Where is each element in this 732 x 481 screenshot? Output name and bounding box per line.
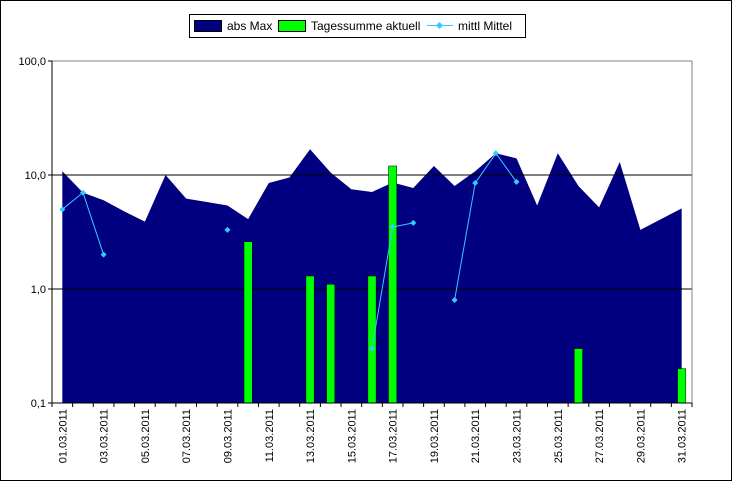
x-tick-label: 03.03.2011 xyxy=(99,409,111,463)
bar-tagessumme xyxy=(677,368,687,404)
point-mittl-mittel xyxy=(100,251,107,258)
x-tick-label: 07.03.2011 xyxy=(181,409,193,463)
point-mittl-mittel xyxy=(410,219,417,226)
bar-tagessumme xyxy=(243,241,253,404)
legend-label-tagessumme: Tagessumme aktuell xyxy=(311,19,421,33)
point-mittl-mittel xyxy=(369,345,375,352)
bar-tagessumme xyxy=(388,165,398,404)
y-tick-label: 10,0 xyxy=(25,170,46,182)
x-tick-label: 27.03.2011 xyxy=(594,409,606,463)
x-tick-label: 29.03.2011 xyxy=(635,409,647,463)
y-tick-label: 100,0 xyxy=(18,56,46,68)
point-mittl-mittel xyxy=(492,150,499,157)
point-mittl-mittel xyxy=(513,178,520,185)
x-tick-label: 25.03.2011 xyxy=(553,409,565,463)
line-segment-mittl-mittel xyxy=(495,153,517,183)
legend-item-tagessumme: Tagessumme aktuell xyxy=(278,18,420,34)
x-tick-label: 21.03.2011 xyxy=(470,409,482,463)
legend-swatch-tagessumme xyxy=(278,20,306,32)
bar-tagessumme xyxy=(574,348,583,404)
point-mittl-mittel xyxy=(224,226,231,233)
legend-label-abs-max: abs Max xyxy=(227,19,273,33)
y-tick-label: 0,1 xyxy=(31,398,46,410)
x-tick-label: 19.03.2011 xyxy=(429,409,441,463)
legend-item-mittl-mittel: mittl Mittel xyxy=(427,18,512,34)
x-tick-label: 23.03.2011 xyxy=(512,409,524,463)
x-tick-label: 09.03.2011 xyxy=(222,409,234,463)
legend: abs Max Tagessumme aktuell mittl Mittel xyxy=(189,14,526,38)
line-segment-mittl-mittel xyxy=(392,222,414,228)
legend-label-mittl-mittel: mittl Mittel xyxy=(458,19,512,33)
line-segment-mittl-mittel xyxy=(62,192,84,210)
x-tick-label: 05.03.2011 xyxy=(140,409,152,463)
x-tick-label: 31.03.2011 xyxy=(677,409,689,463)
line-segment-mittl-mittel xyxy=(82,192,105,255)
x-tick-label: 11.03.2011 xyxy=(264,409,276,462)
line-segment-mittl-mittel xyxy=(474,153,497,184)
point-mittl-mittel xyxy=(389,223,396,230)
x-tick-label: 15.03.2011 xyxy=(346,409,358,463)
bar-tagessumme xyxy=(305,275,315,404)
point-mittl-mittel xyxy=(59,206,66,213)
y-tick-label: 1,0 xyxy=(31,284,46,296)
x-tick-label: 01.03.2011 xyxy=(57,409,69,463)
plot-area: 0,1 1,0 10,0 100,0 01.03.2011 03.03.2011 05.03… xyxy=(18,56,693,463)
line-segment-mittl-mittel xyxy=(371,226,394,349)
x-tick-label: 17.03.2011 xyxy=(388,409,400,463)
legend-swatch-abs-max xyxy=(194,20,222,32)
point-mittl-mittel xyxy=(79,189,86,196)
legend-item-abs-max: abs Max xyxy=(194,18,272,34)
line-segment-mittl-mittel xyxy=(454,182,476,301)
point-mittl-mittel xyxy=(451,297,458,304)
bar-tagessumme xyxy=(367,275,377,404)
x-tick-label: 13.03.2011 xyxy=(305,409,317,463)
point-mittl-mittel xyxy=(472,180,479,187)
legend-swatch-mittl-mittel xyxy=(427,21,453,31)
bar-tagessumme xyxy=(326,284,336,404)
